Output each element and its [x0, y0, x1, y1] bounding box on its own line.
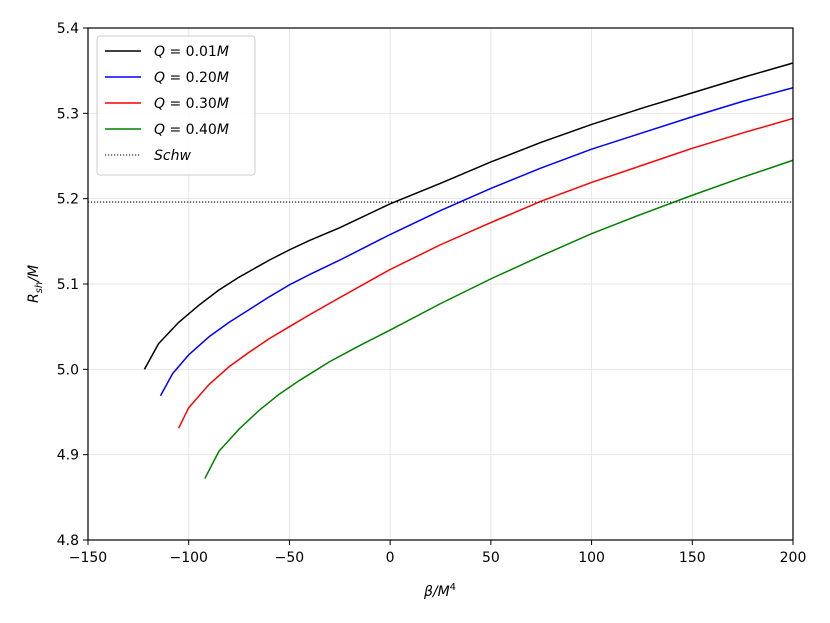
legend-label: Q = 0.01M [154, 44, 229, 60]
series-layer [88, 62, 794, 479]
series-line-2 [177, 117, 794, 429]
x-tick-label: 150 [679, 550, 706, 566]
y-axis-label: Rsh/M [26, 265, 45, 303]
ticks-layer: −150 −100 −50 0 50 100 150 200 4.8 4.9 5.0 5.1 5.2 5.… [57, 21, 807, 566]
legend-label: Schw [154, 148, 191, 164]
legend-label: Q = 0.20M [154, 70, 229, 86]
x-tick-label: 200 [780, 550, 807, 566]
legend-frame [96, 35, 256, 176]
x-axis-label: β/M4 [423, 582, 456, 600]
x-tick-label: −150 [69, 550, 107, 566]
x-tick-label: −50 [275, 550, 305, 566]
x-tick-label: 0 [386, 550, 395, 566]
y-tick-label: 5.0 [57, 362, 79, 378]
y-tick-label: 4.8 [57, 533, 79, 549]
y-tick-label: 5.3 [57, 106, 79, 122]
y-tick-label: 4.9 [57, 448, 79, 464]
x-tick-label: 100 [578, 550, 605, 566]
series-line-3 [204, 159, 794, 479]
x-tick-label: 50 [482, 550, 500, 566]
y-tick-label: 5.4 [57, 21, 79, 37]
legend: Q = 0.01M Q = 0.20M Q = 0.30M Q = 0.40M Schw [96, 35, 256, 176]
series-line-0 [143, 62, 794, 370]
legend-label: Q = 0.30M [154, 96, 229, 112]
legend-label: Q = 0.40M [154, 122, 229, 138]
y-tick-label: 5.2 [57, 192, 79, 208]
x-tick-label: −100 [169, 550, 207, 566]
series-line-1 [159, 87, 794, 397]
y-tick-label: 5.1 [57, 277, 79, 293]
grid-layer [87, 27, 794, 541]
